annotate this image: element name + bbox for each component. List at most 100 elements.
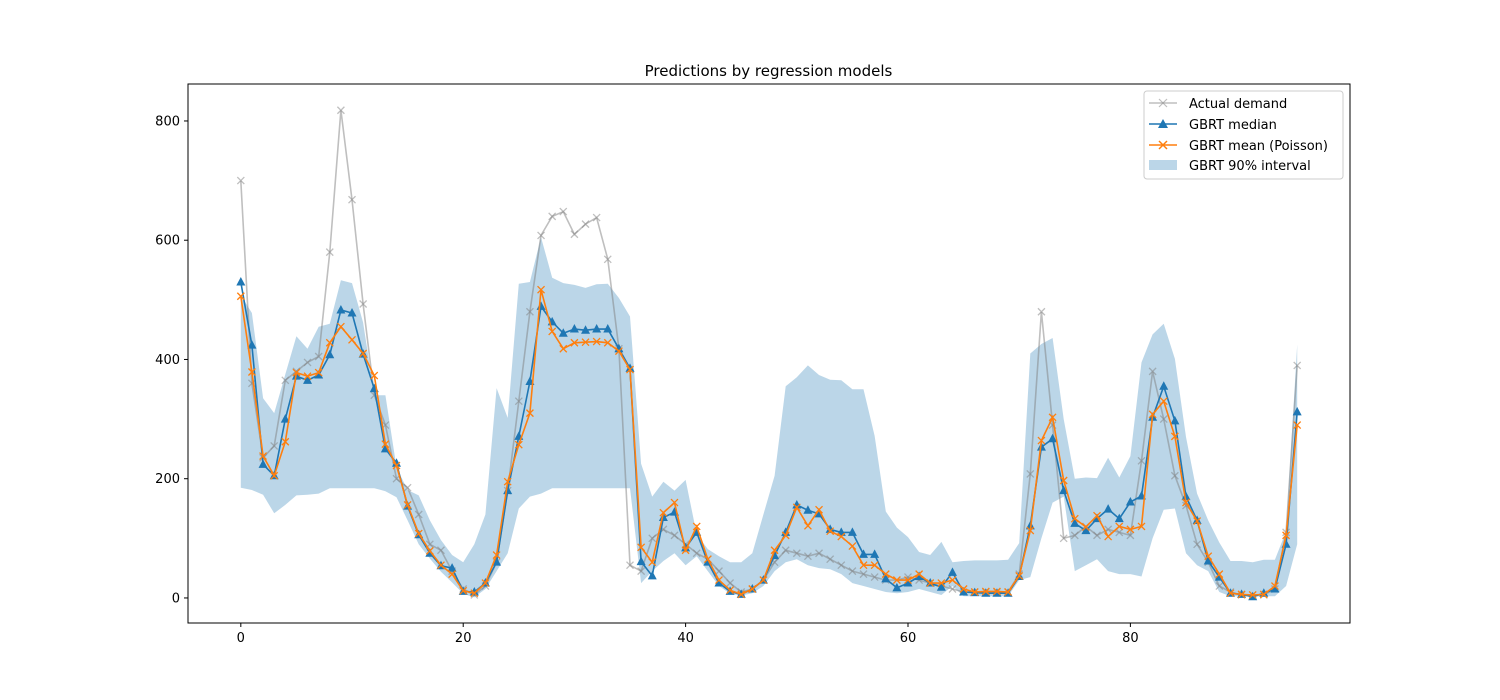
actual-demand-point	[1215, 582, 1224, 590]
gbrt-median-point	[647, 570, 657, 580]
gbrt-mean-point	[381, 440, 390, 449]
gbrt-mean-point	[459, 586, 468, 595]
gbrt-median-point	[347, 307, 357, 317]
gbrt-mean-point	[292, 368, 301, 377]
gbrt-mean-point	[414, 529, 423, 538]
actual-demand-point	[948, 585, 957, 593]
gbrt-mean-point	[559, 344, 568, 353]
gbrt-mean-point	[1293, 421, 1302, 430]
gbrt-mean-point	[792, 503, 801, 512]
gbrt-mean-point	[948, 576, 957, 585]
legend-marker-actual-demand	[1158, 98, 1168, 108]
gbrt-mean-point	[1193, 517, 1202, 526]
gbrt-mean-point	[603, 338, 612, 347]
gbrt-mean-point	[370, 371, 379, 380]
gbrt-median-point	[947, 567, 957, 576]
actual-demand-point	[1059, 534, 1068, 543]
actual-demand-point	[1115, 528, 1124, 537]
gbrt-median-point	[903, 578, 913, 587]
actual-demand-point	[1070, 531, 1079, 540]
gbrt-median-point	[792, 499, 802, 509]
gbrt-mean-point	[1026, 526, 1035, 535]
gbrt-mean-point	[1170, 432, 1179, 441]
actual-demand-point	[870, 573, 879, 582]
gbrt-mean-point	[1115, 522, 1124, 531]
gbrt-mean-point	[270, 471, 279, 480]
gbrt-mean-point	[848, 542, 857, 551]
gbrt-median-point	[959, 586, 969, 596]
gbrt-mean-point	[737, 590, 746, 599]
actual-demand-point	[848, 567, 857, 576]
y-axis: 0 200 400 600 800	[155, 114, 188, 606]
gbrt-median-point	[825, 524, 835, 533]
gbrt-mean-point	[692, 522, 701, 531]
gbrt-mean-point	[570, 338, 579, 347]
x-tick-label: 20	[455, 631, 472, 646]
actual-demand-point	[437, 546, 445, 555]
x-tick-label: 60	[900, 631, 917, 646]
y-tick-label: 200	[155, 472, 180, 487]
gbrt-median-point	[1114, 513, 1124, 523]
gbrt-median-point	[1059, 485, 1069, 495]
gbrt-mean-point	[492, 551, 501, 559]
gbrt-median-point	[603, 324, 613, 333]
gbrt-mean-point	[748, 585, 757, 593]
actual-demand-point	[548, 212, 557, 221]
actual-demand-point	[648, 534, 657, 543]
actual-demand-point	[325, 248, 334, 257]
gbrt-mean-point	[1182, 498, 1190, 507]
gbrt-mean-point	[303, 372, 312, 381]
actual-demand-point	[603, 255, 612, 264]
gbrt-median-point	[1070, 518, 1080, 527]
gbrt-mean-point	[1070, 514, 1079, 523]
actual-demand-point	[348, 195, 356, 204]
actual-demand-point	[837, 561, 846, 570]
y-tick-label: 600	[155, 234, 180, 249]
gbrt-mean-point	[1104, 532, 1113, 541]
gbrt-mean-point	[537, 285, 546, 294]
actual-demand-point	[626, 561, 634, 570]
y-tick-label: 800	[155, 114, 180, 129]
gbrt-mean-point	[247, 368, 256, 376]
gbrt-median-point	[303, 375, 313, 384]
gbrt-mean-point	[815, 505, 823, 514]
gbrt-mean-point	[648, 558, 657, 567]
actual-demand-point	[1126, 531, 1135, 540]
gbrt-median-point	[314, 369, 324, 379]
gbrt-mean-point	[392, 461, 401, 470]
gbrt-mean-point	[926, 579, 935, 588]
gbrt-mean-point	[637, 543, 646, 552]
gbrt-median-point	[280, 414, 290, 423]
gbrt-mean-point	[1215, 570, 1224, 579]
gbrt-mean-point	[236, 292, 245, 301]
gbrt-median-point	[1270, 584, 1280, 593]
gbrt-median-point	[1170, 415, 1180, 425]
gbrt-median-point	[236, 276, 246, 286]
gbrt-mean-point	[859, 561, 868, 570]
actual-demand-point	[1137, 456, 1146, 465]
gbrt-median-point	[592, 324, 602, 333]
actual-demand-point	[414, 510, 423, 519]
gbrt-mean-point	[1270, 582, 1279, 590]
gbrt-mean-point	[259, 452, 268, 461]
actual-demand-point	[826, 555, 835, 564]
x-tick-label: 40	[677, 631, 694, 646]
actual-demand-point	[1293, 361, 1302, 370]
gbrt-mean-point	[1048, 413, 1057, 422]
actual-demand-point	[637, 567, 646, 576]
gbrt-mean-point	[503, 477, 512, 486]
gbrt-mean-point	[681, 546, 690, 555]
actual-demand-point	[537, 231, 546, 240]
legend-swatch-gbrt-interval	[1149, 160, 1177, 170]
x-tick-label: 80	[1122, 631, 1139, 646]
actual-demand-point	[692, 549, 701, 558]
gbrt-mean-point	[448, 570, 457, 579]
gbrt-median-point	[892, 582, 902, 592]
actual-demand-point	[1026, 469, 1035, 478]
gbrt-mean-point	[336, 322, 345, 331]
gbrt-mean-point	[837, 532, 846, 541]
gbrt-mean-point	[514, 440, 523, 449]
gbrt-median-point	[870, 549, 880, 558]
gbrt-mean-point	[781, 531, 790, 540]
